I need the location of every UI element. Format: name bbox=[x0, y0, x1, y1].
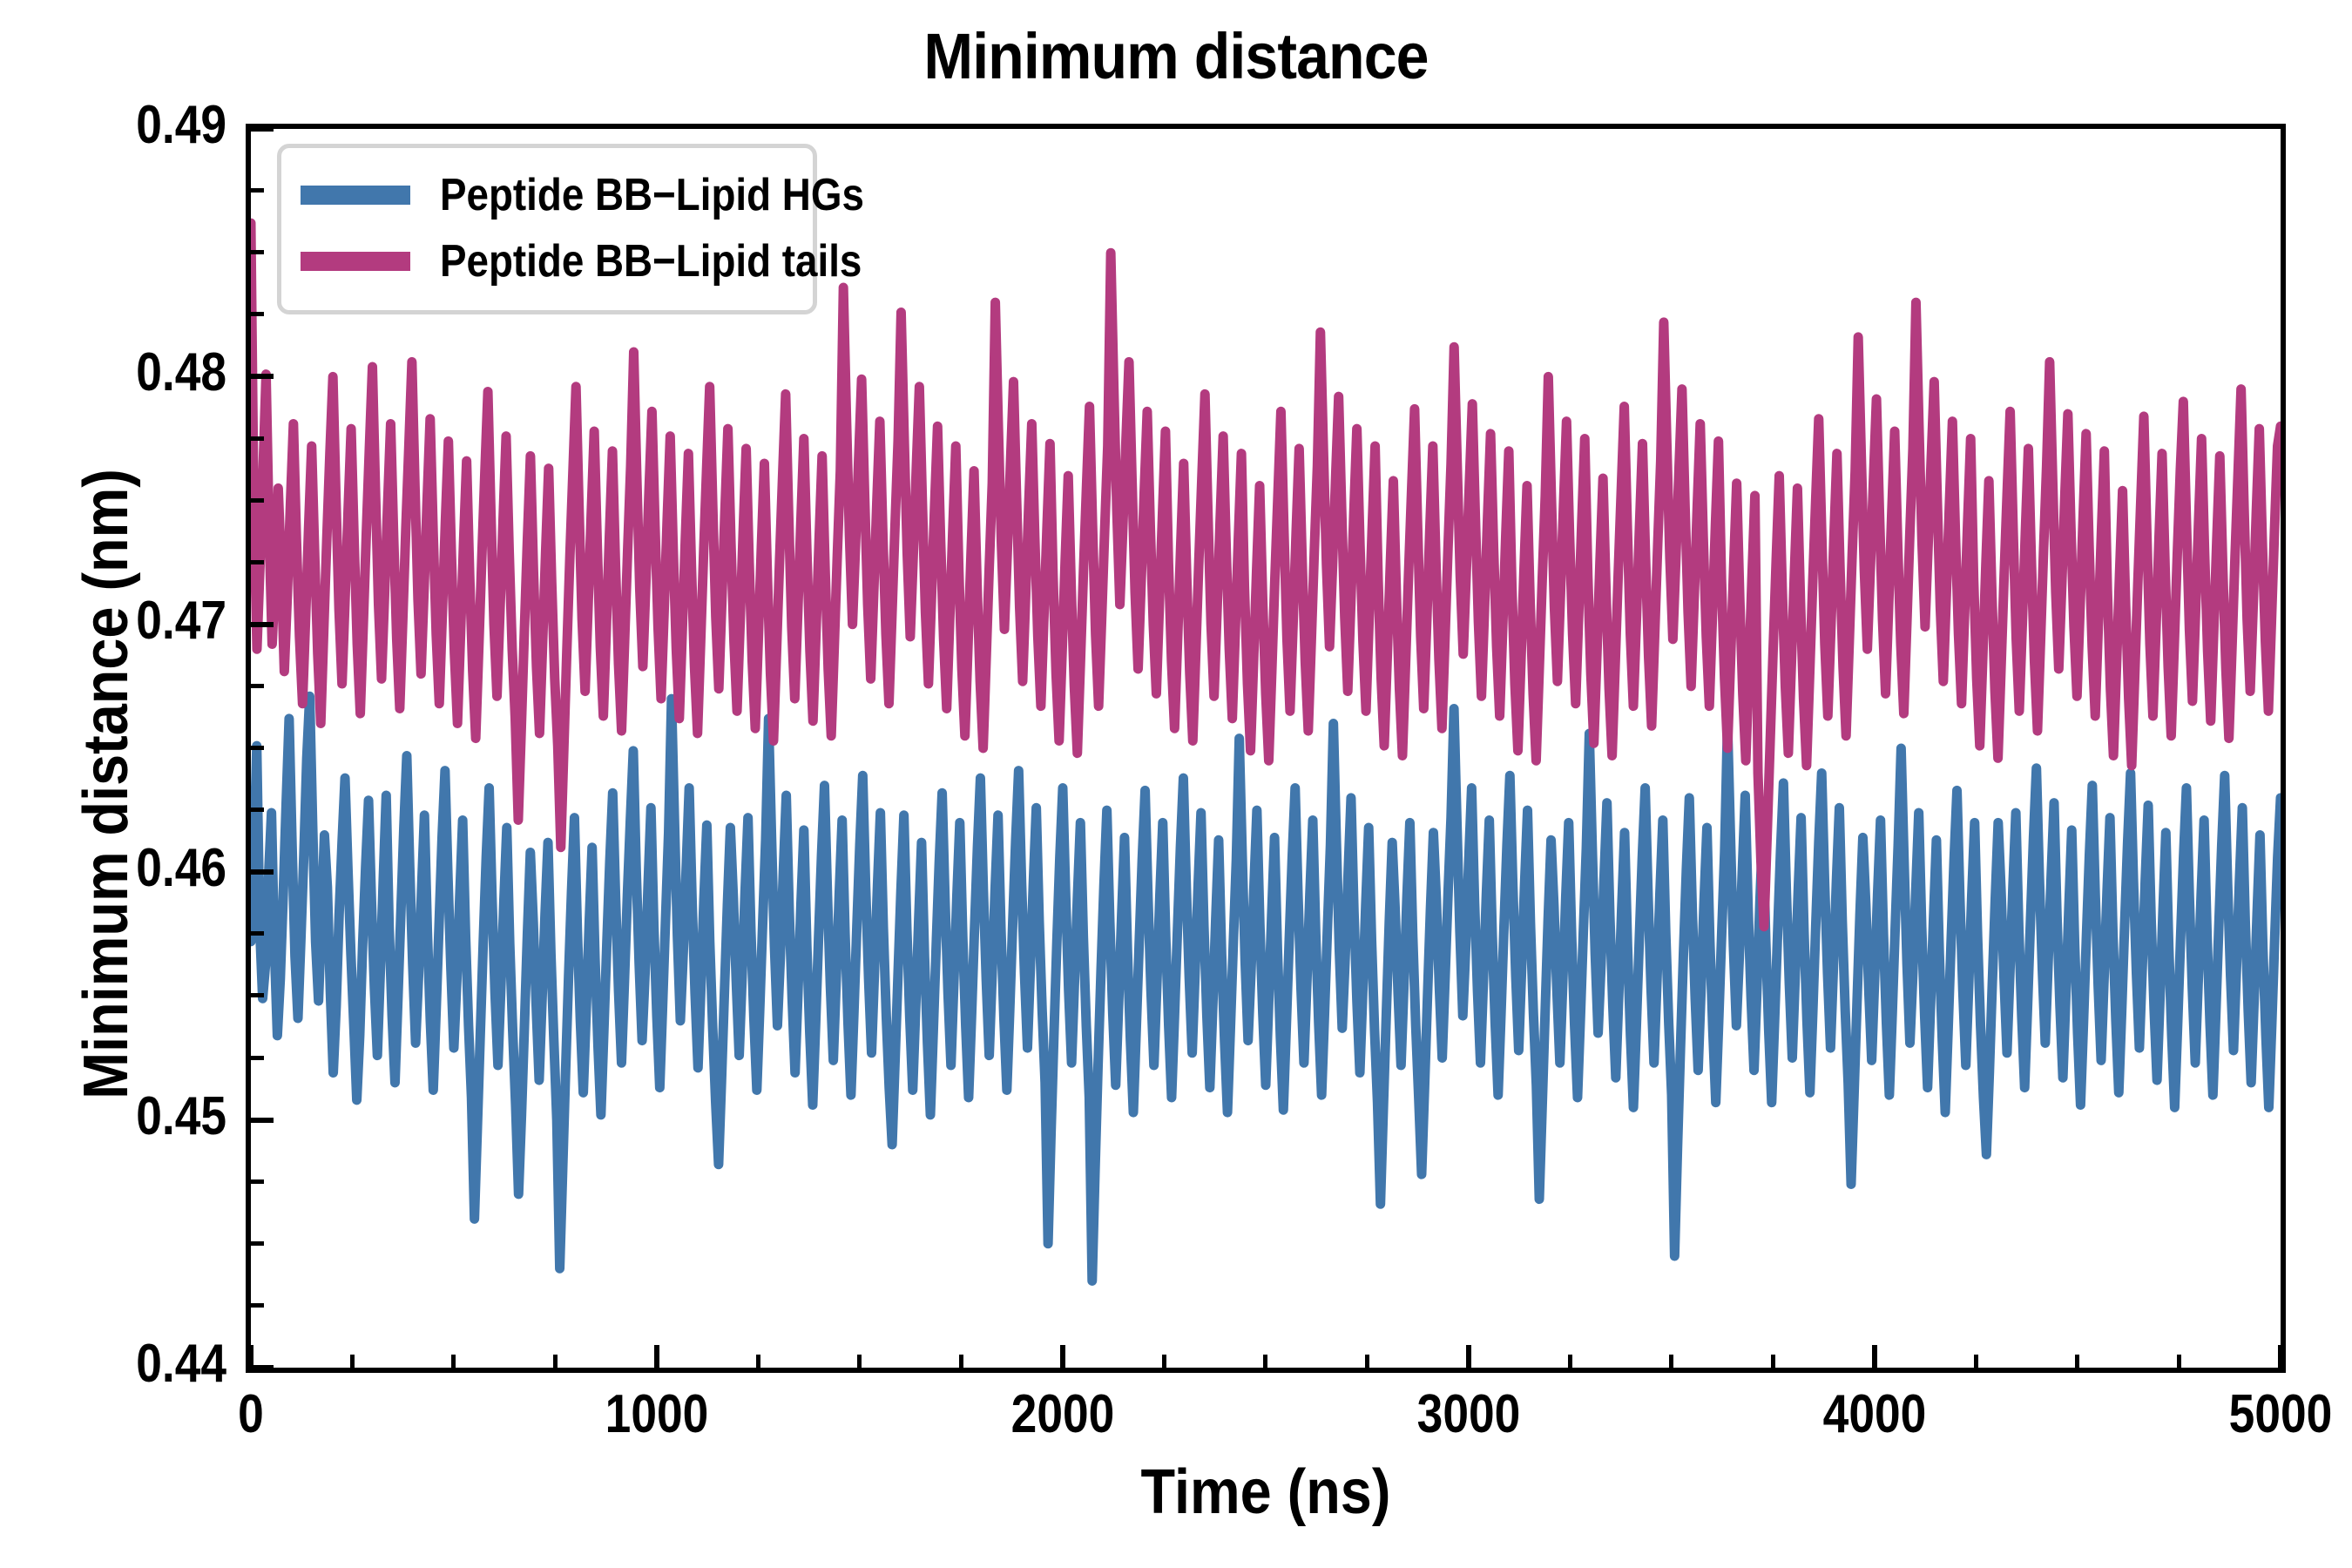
chart-title: Minimum distance bbox=[923, 20, 1429, 92]
y-tick-minor bbox=[251, 188, 264, 193]
y-tick-major bbox=[251, 621, 274, 627]
y-tick-minor bbox=[251, 1179, 264, 1184]
x-tick-minor bbox=[1567, 1355, 1572, 1368]
x-tick-minor bbox=[857, 1355, 862, 1368]
x-tick-label: 2000 bbox=[1010, 1384, 1115, 1444]
x-tick-minor bbox=[2075, 1355, 2079, 1368]
series-line bbox=[251, 691, 2281, 1286]
x-tick-minor bbox=[1770, 1355, 1775, 1368]
y-tick-minor bbox=[251, 808, 264, 813]
y-tick-minor bbox=[251, 1240, 264, 1246]
y-tick-label: 0.47 bbox=[136, 590, 226, 651]
y-tick-label: 0.45 bbox=[136, 1085, 226, 1146]
x-tick-major bbox=[1872, 1345, 1877, 1368]
x-tick-minor bbox=[1161, 1355, 1166, 1368]
y-tick-major bbox=[251, 869, 274, 875]
x-tick-minor bbox=[552, 1355, 558, 1368]
x-tick-label: 3000 bbox=[1416, 1384, 1521, 1444]
x-tick-major bbox=[248, 1345, 253, 1368]
y-tick-minor bbox=[251, 683, 264, 688]
legend-item[interactable]: Peptide BB−Lipid tails bbox=[301, 228, 862, 294]
legend-label-hgs: Peptide BB−Lipid HGs bbox=[440, 170, 864, 220]
x-tick-minor bbox=[349, 1355, 355, 1368]
y-tick-minor bbox=[251, 993, 264, 998]
legend-item[interactable]: Peptide BB−Lipid HGs bbox=[301, 162, 864, 228]
x-tick-minor bbox=[1973, 1355, 1978, 1368]
y-tick-minor bbox=[251, 312, 264, 317]
y-tick-label: 0.44 bbox=[136, 1334, 226, 1394]
y-tick-major bbox=[251, 126, 274, 132]
plot-area bbox=[246, 124, 2286, 1373]
series-plot bbox=[251, 218, 2281, 1286]
x-tick-minor bbox=[2176, 1355, 2181, 1368]
x-tick-minor bbox=[451, 1355, 456, 1368]
y-tick-label: 0.46 bbox=[136, 838, 226, 899]
y-tick-minor bbox=[251, 1302, 264, 1308]
legend-swatch-hgs bbox=[301, 186, 410, 205]
y-tick-minor bbox=[251, 1055, 264, 1060]
x-tick-label: 5000 bbox=[2228, 1384, 2333, 1444]
x-tick-major bbox=[1466, 1345, 1471, 1368]
y-tick-minor bbox=[251, 436, 264, 441]
y-tick-minor bbox=[251, 746, 264, 750]
x-tick-label: 4000 bbox=[1822, 1384, 1927, 1444]
series-line bbox=[251, 218, 2281, 932]
y-tick-minor bbox=[251, 559, 264, 564]
x-tick-label: 1000 bbox=[605, 1384, 709, 1444]
y-axis-title: Minimum distance (nm) bbox=[71, 469, 141, 1099]
y-tick-major bbox=[251, 1117, 274, 1123]
y-tick-minor bbox=[251, 931, 264, 936]
y-tick-minor bbox=[251, 250, 264, 255]
x-tick-minor bbox=[755, 1355, 760, 1368]
y-tick-label: 0.49 bbox=[136, 95, 226, 155]
legend-label-tails: Peptide BB−Lipid tails bbox=[440, 236, 862, 287]
x-tick-minor bbox=[1263, 1355, 1267, 1368]
x-tick-label: 0 bbox=[238, 1384, 264, 1444]
y-tick-major bbox=[251, 1365, 274, 1370]
y-tick-major bbox=[251, 374, 274, 380]
x-axis-title: Time (ns) bbox=[1140, 1457, 1391, 1527]
x-tick-major bbox=[1060, 1345, 1065, 1368]
x-tick-major bbox=[2278, 1345, 2283, 1368]
x-tick-minor bbox=[1364, 1355, 1369, 1368]
y-tick-minor bbox=[251, 497, 264, 503]
x-tick-minor bbox=[958, 1355, 963, 1368]
legend-swatch-tails bbox=[301, 252, 410, 271]
chart-legend: Peptide BB−Lipid HGs Peptide BB−Lipid ta… bbox=[277, 144, 864, 314]
y-tick-label: 0.48 bbox=[136, 342, 226, 403]
x-tick-major bbox=[654, 1345, 659, 1368]
x-tick-minor bbox=[1669, 1355, 1673, 1368]
